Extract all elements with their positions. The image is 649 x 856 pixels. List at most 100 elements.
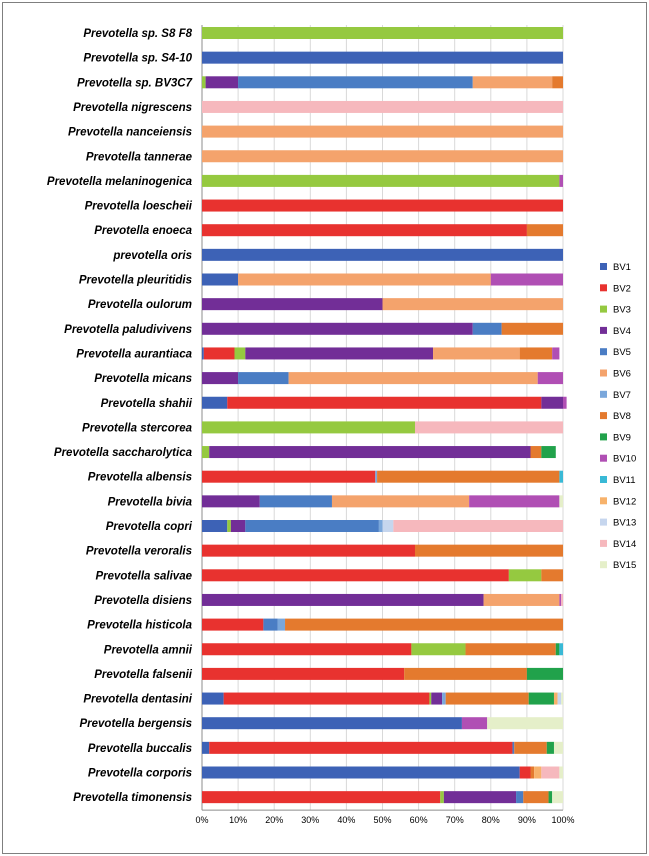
bar-segment-bv12 bbox=[553, 692, 558, 705]
legend-label: BV7 bbox=[613, 390, 631, 401]
category-label: Prevotella melaninogenica bbox=[47, 176, 193, 188]
bar-segment-bv10 bbox=[461, 717, 488, 730]
legend-swatch-bv5 bbox=[600, 348, 607, 356]
legend-label: BV11 bbox=[613, 475, 636, 486]
bar-segment-bv5 bbox=[259, 495, 332, 508]
category-label: Prevotella dentasini bbox=[83, 694, 192, 706]
bar-segment-bv8 bbox=[445, 692, 529, 705]
bar-segment-bv10 bbox=[559, 174, 563, 187]
legend-swatch-bv9 bbox=[600, 433, 607, 441]
x-tick-label: 20% bbox=[265, 815, 283, 825]
bar-segment-bv6 bbox=[202, 150, 563, 163]
legend-label: BV1 bbox=[613, 262, 631, 273]
bar-segment-bv4 bbox=[202, 495, 260, 508]
bar-segment-bv6 bbox=[331, 495, 470, 508]
legend-swatch-bv12 bbox=[600, 497, 607, 505]
legend-label: BV14 bbox=[613, 539, 636, 550]
legend-swatch-bv4 bbox=[600, 326, 607, 334]
bar-segment-bv6 bbox=[202, 125, 563, 138]
bar-segment-bv3 bbox=[227, 520, 231, 532]
bar-segment-bv14 bbox=[561, 593, 563, 606]
legend-label: BV8 bbox=[613, 411, 631, 422]
legend-swatch-bv8 bbox=[600, 412, 607, 420]
bar-segment-bv1 bbox=[202, 273, 239, 286]
bar-segment-bv8 bbox=[519, 347, 553, 360]
legend-label: BV4 bbox=[613, 326, 631, 337]
bar-segment-bv8 bbox=[552, 76, 563, 89]
legend-label: BV6 bbox=[613, 369, 631, 380]
category-label: prevotella oris bbox=[112, 250, 192, 262]
category-label: Prevotella aurantiaca bbox=[76, 348, 192, 360]
bar-segment-bv8 bbox=[526, 224, 563, 237]
bar-segment-bv15 bbox=[552, 791, 563, 804]
bar-segment-bv7 bbox=[277, 618, 286, 631]
x-tick-label: 30% bbox=[301, 815, 319, 825]
category-label: Prevotella bivia bbox=[108, 496, 193, 508]
bar-segment-bv1 bbox=[202, 766, 520, 779]
bar-segment-bv9 bbox=[526, 667, 563, 680]
bar-segment-bv1 bbox=[202, 396, 228, 409]
bar-segment-bv6 bbox=[238, 273, 491, 286]
legend-swatch-bv13 bbox=[600, 518, 607, 526]
bar-segment-bv8 bbox=[514, 741, 547, 754]
category-label: Prevotella sp. BV3C7 bbox=[77, 77, 193, 89]
bar-segment-bv8 bbox=[541, 569, 563, 582]
bar-segment-bv10 bbox=[490, 273, 563, 286]
bar-segment-bv5 bbox=[512, 741, 515, 754]
bar-segment-bv2 bbox=[202, 618, 264, 631]
bar-segment-bv8 bbox=[501, 322, 563, 335]
legend-label: BV5 bbox=[613, 347, 631, 358]
bar-segment-bv15 bbox=[553, 741, 563, 754]
gridlines bbox=[201, 25, 564, 811]
category-label: Prevotella copri bbox=[106, 521, 193, 533]
bar-segment-bv8 bbox=[530, 766, 535, 779]
x-tick-label: 50% bbox=[373, 815, 391, 825]
bar-segment-bv2 bbox=[223, 692, 430, 705]
legend-swatch-bv3 bbox=[600, 305, 607, 313]
bar-segment-bv9 bbox=[541, 446, 556, 459]
bar-segment-bv9 bbox=[528, 692, 554, 705]
bar-segment-bv4 bbox=[202, 322, 473, 335]
category-label: Prevotella bergensis bbox=[80, 718, 193, 730]
legend-swatch-bv15 bbox=[600, 561, 607, 569]
bar-segment-bv1 bbox=[202, 51, 563, 64]
category-label: Prevotella saccharolytica bbox=[54, 447, 193, 459]
bar-segment-bv14 bbox=[393, 520, 563, 532]
category-label: Prevotella amnii bbox=[104, 644, 193, 656]
bar-segment-bv11 bbox=[559, 643, 563, 656]
bar-segment-bv2 bbox=[202, 791, 441, 804]
category-label: Prevotella micans bbox=[94, 373, 192, 385]
bar-segment-bv2 bbox=[202, 643, 412, 656]
category-label: Prevotella corporis bbox=[88, 768, 192, 780]
legend-label: BV9 bbox=[613, 432, 631, 443]
category-label: Prevotella oulorum bbox=[88, 299, 192, 311]
bar-segment-bv7 bbox=[375, 470, 378, 483]
category-labels: Prevotella sp. S8 F8 Prevotella sp. S4-10… bbox=[47, 28, 193, 804]
bar-segment-bv4 bbox=[443, 791, 517, 804]
category-label: Prevotella albensis bbox=[88, 472, 192, 484]
bar-segment-bv4 bbox=[202, 298, 383, 311]
bar-segment-bv8 bbox=[530, 446, 542, 459]
bar-segment-bv5 bbox=[516, 791, 524, 804]
x-tick-label: 60% bbox=[410, 815, 428, 825]
bar-segment-bv1 bbox=[202, 692, 224, 705]
category-label: Prevotella stercorea bbox=[82, 422, 193, 434]
bar-segment-bv5 bbox=[263, 618, 278, 631]
bar-segment-bv8 bbox=[377, 470, 560, 483]
bar-segment-bv2 bbox=[202, 224, 527, 237]
bar-segment-bv5 bbox=[238, 372, 289, 385]
category-label: Prevotella veroralis bbox=[86, 546, 192, 558]
legend-swatch-bv11 bbox=[600, 476, 607, 483]
bar-segment-bv1 bbox=[202, 717, 462, 730]
bar-segment-bv5 bbox=[245, 520, 379, 532]
bar-segment-bv5 bbox=[472, 322, 502, 335]
category-label: Prevotella sp. S4-10 bbox=[83, 53, 192, 65]
category-label: Prevotella loescheii bbox=[85, 201, 193, 213]
category-label: Prevotella enoeca bbox=[94, 225, 192, 237]
bar-segment-bv15 bbox=[559, 495, 563, 508]
category-label: Prevotella histicola bbox=[87, 620, 192, 632]
bar-segment-bv6 bbox=[288, 372, 538, 385]
bar-segment-bv8 bbox=[285, 618, 563, 631]
